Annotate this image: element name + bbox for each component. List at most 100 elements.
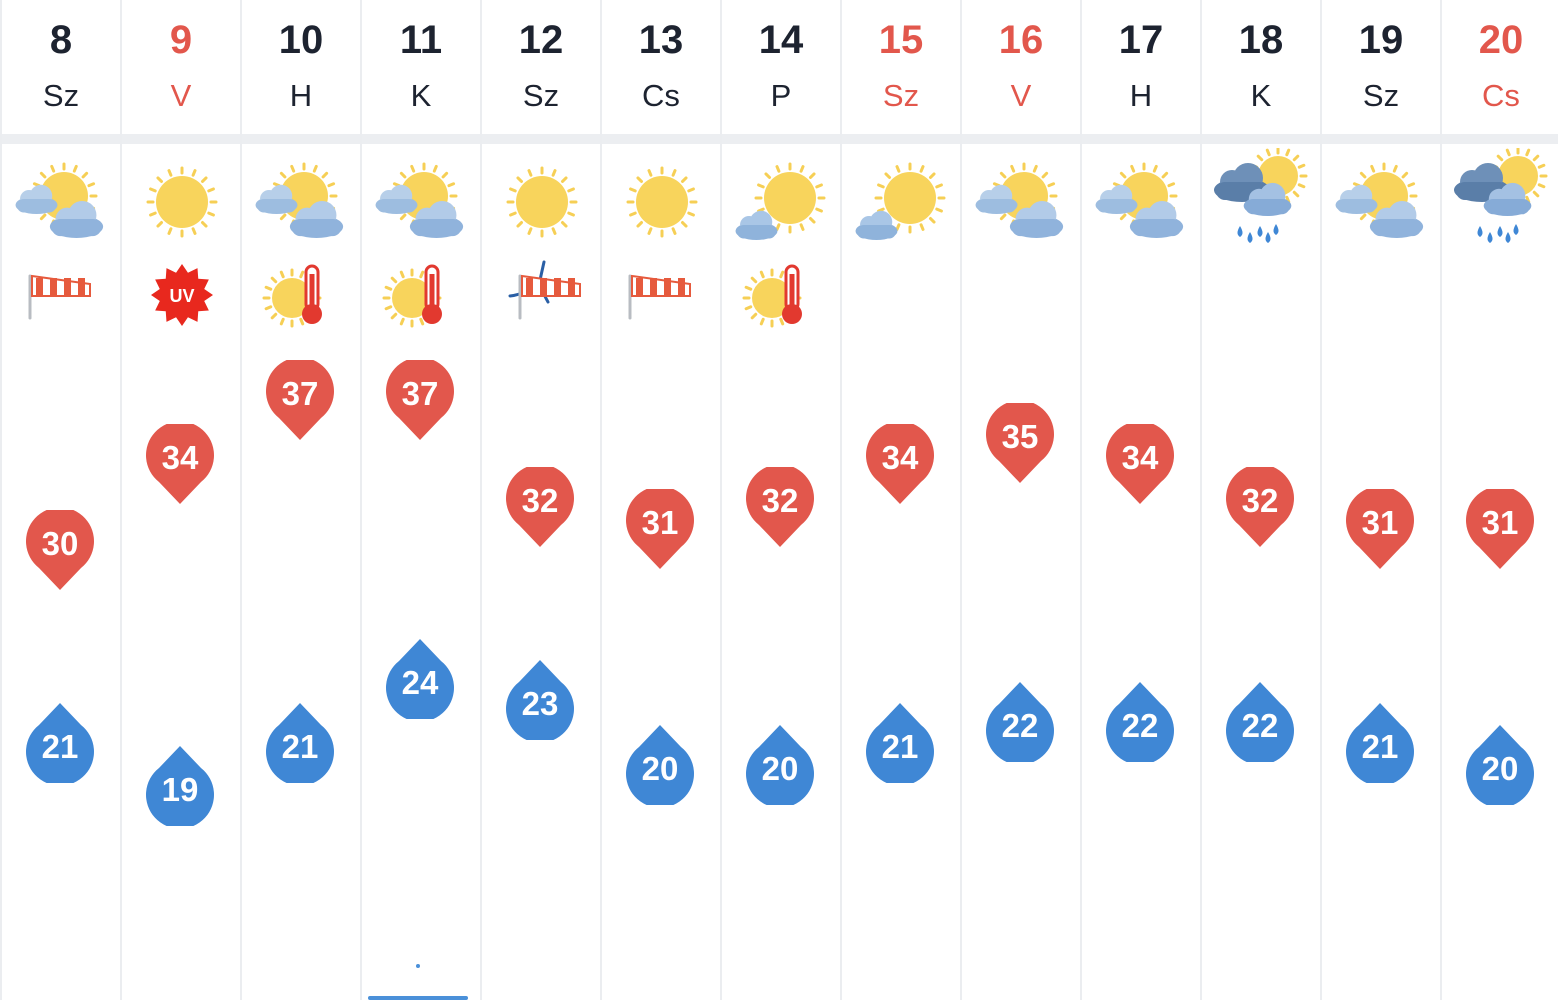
min-temp-badge: 22 — [1105, 680, 1175, 762]
sunny-icon — [612, 148, 712, 254]
day-number: 9 — [169, 18, 193, 62]
day-column[interactable]: 19 Sz 31 21 — [1320, 0, 1440, 1000]
day-abbreviation: H — [289, 78, 313, 113]
day-number: 11 — [399, 18, 443, 62]
day-number: 14 — [758, 18, 804, 62]
day-column[interactable]: 13 Cs 31 20 — [600, 0, 720, 1000]
min-temp-badge: 21 — [865, 701, 935, 783]
max-temp-value: 31 — [641, 503, 679, 541]
day-number: 12 — [518, 18, 564, 62]
day-header[interactable]: 16 V — [962, 0, 1080, 134]
scroll-indicator-bar[interactable] — [368, 996, 468, 1000]
day-column[interactable]: 14 P 32 20 — [720, 0, 840, 1000]
scroll-indicator-dot — [416, 964, 420, 968]
min-temp-value: 22 — [1121, 706, 1159, 744]
max-temp-value: 35 — [1001, 417, 1039, 455]
max-temp-value: 32 — [761, 482, 799, 519]
uv-warning-icon[interactable]: UV — [142, 260, 222, 330]
max-temp-badge: 35 — [985, 402, 1055, 485]
max-temp-badge: 34 — [145, 424, 215, 506]
max-temp-value: 31 — [1361, 503, 1399, 541]
day-abbreviation: P — [770, 78, 792, 113]
day-column[interactable]: 18 K 32 22 — [1200, 0, 1320, 1000]
day-number: 15 — [878, 18, 924, 62]
day-column[interactable]: 8 Sz 30 21 — [0, 0, 120, 1000]
min-temp-badge: 21 — [25, 701, 95, 783]
day-header[interactable]: 18 K — [1202, 0, 1320, 134]
day-column[interactable]: 11 K 37 24 — [360, 0, 480, 1000]
day-column[interactable]: 16 V 35 22 — [960, 0, 1080, 1000]
day-header[interactable]: 14 P — [722, 0, 840, 134]
partly-cloudy-icon — [972, 148, 1072, 254]
day-header[interactable]: 13 Cs — [602, 0, 720, 134]
wind-sock-icon[interactable] — [22, 260, 102, 330]
sunny-icon — [492, 148, 592, 254]
max-temp-value: 32 — [521, 482, 559, 519]
header-divider — [0, 134, 1558, 144]
min-temp-value: 19 — [161, 771, 199, 808]
min-temp-badge: 20 — [745, 723, 815, 805]
day-header[interactable]: 10 H — [242, 0, 360, 134]
day-abbreviation: Sz — [882, 78, 920, 113]
min-temp-value: 24 — [401, 663, 439, 701]
min-temp-badge: 20 — [1465, 723, 1535, 805]
day-column[interactable]: 17 H 34 22 — [1080, 0, 1200, 1000]
min-temp-badge: 22 — [1225, 680, 1295, 762]
wind-storm-icon[interactable] — [502, 260, 582, 330]
day-number: 19 — [1358, 18, 1404, 62]
day-number: 18 — [1238, 18, 1284, 62]
day-number: 10 — [278, 18, 324, 62]
min-temp-value: 20 — [641, 749, 679, 787]
wind-sock-icon[interactable] — [622, 260, 702, 330]
day-header[interactable]: 17 H — [1082, 0, 1200, 134]
day-header[interactable]: 12 Sz — [482, 0, 600, 134]
min-temp-badge: 19 — [145, 744, 215, 826]
day-number: 17 — [1118, 18, 1164, 62]
day-header[interactable]: 20 Cs — [1442, 0, 1558, 134]
day-abbreviation: V — [1010, 78, 1032, 113]
max-temp-badge: 31 — [1345, 488, 1415, 571]
heat-warning-icon[interactable] — [742, 260, 822, 330]
day-column[interactable]: 9 V UV 34 19 — [120, 0, 240, 1000]
day-header[interactable]: 8 Sz — [2, 0, 120, 134]
day-column[interactable]: 20 Cs 31 20 — [1440, 0, 1558, 1000]
min-temp-badge: 21 — [1345, 701, 1415, 783]
day-number: 8 — [49, 18, 73, 62]
day-abbreviation: V — [170, 78, 192, 113]
min-temp-value: 21 — [41, 728, 79, 765]
rain-shower-icon — [1212, 146, 1312, 254]
max-temp-badge: 37 — [385, 359, 455, 442]
max-temp-badge: 37 — [265, 359, 335, 442]
min-temp-value: 20 — [1481, 749, 1519, 787]
day-column[interactable]: 12 Sz 32 23 — [480, 0, 600, 1000]
min-temp-value: 22 — [1001, 706, 1039, 744]
day-abbreviation: Sz — [42, 78, 80, 113]
day-number: 13 — [638, 18, 684, 62]
min-temp-value: 21 — [1361, 728, 1399, 765]
max-temp-badge: 30 — [25, 510, 95, 592]
day-number: 20 — [1478, 18, 1524, 62]
max-temp-badge: 34 — [1105, 424, 1175, 506]
mostly-sunny-icon — [732, 148, 832, 254]
day-abbreviation: K — [410, 78, 432, 113]
heat-warning-icon[interactable] — [262, 260, 342, 330]
min-temp-badge: 24 — [385, 637, 455, 719]
max-temp-value: 37 — [281, 374, 319, 412]
day-header[interactable]: 15 Sz — [842, 0, 960, 134]
rain-shower-icon — [1452, 146, 1552, 254]
day-abbreviation: Cs — [1482, 78, 1520, 113]
partly-cloudy-icon — [252, 148, 352, 254]
day-header[interactable]: 19 Sz — [1322, 0, 1440, 134]
max-temp-value: 34 — [161, 439, 199, 476]
day-header[interactable]: 11 K — [362, 0, 480, 134]
day-column[interactable]: 10 H 37 21 — [240, 0, 360, 1000]
day-number: 16 — [998, 18, 1044, 62]
min-temp-badge: 23 — [505, 658, 575, 740]
max-temp-value: 32 — [1241, 482, 1279, 519]
day-column[interactable]: 15 Sz 34 21 — [840, 0, 960, 1000]
heat-warning-icon[interactable] — [382, 260, 462, 330]
svg-text:UV: UV — [169, 286, 194, 306]
partly-cloudy-icon — [1092, 148, 1192, 254]
